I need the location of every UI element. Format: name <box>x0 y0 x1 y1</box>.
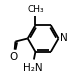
Text: H₂N: H₂N <box>23 63 42 73</box>
Text: O: O <box>10 52 18 62</box>
Text: N: N <box>60 33 68 43</box>
Text: CH₃: CH₃ <box>27 5 44 14</box>
